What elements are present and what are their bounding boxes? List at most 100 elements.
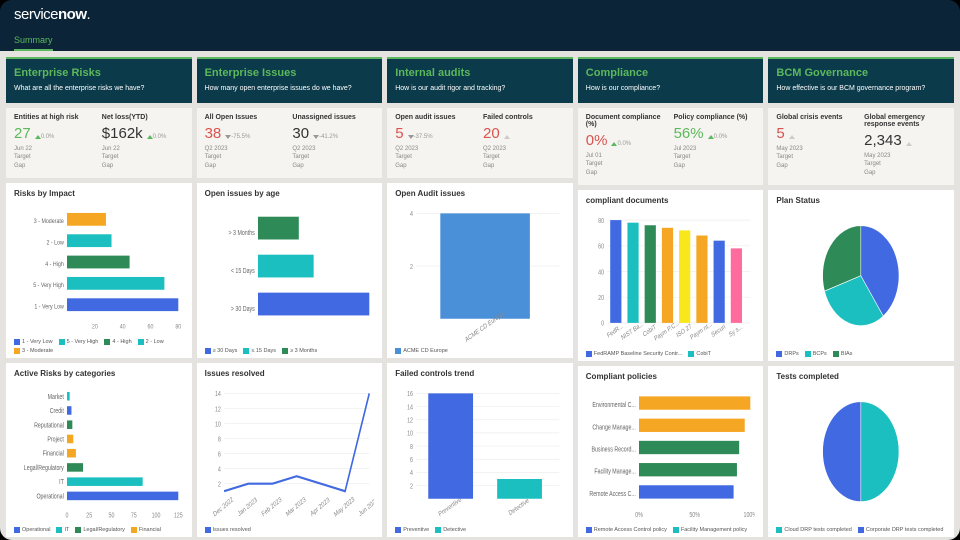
svg-text:75: 75 (131, 511, 137, 519)
metric[interactable]: Unassigned issues 30 -41.2% Q2 2023Targe… (292, 114, 374, 170)
svg-text:0: 0 (601, 320, 604, 328)
legend-swatch (833, 351, 839, 357)
legend-item[interactable]: CobiT (688, 351, 711, 357)
chart-area[interactable]: 24ACME CD Europe (395, 202, 565, 344)
legend-item[interactable]: BIAs (833, 351, 853, 357)
metric[interactable]: Open audit issues 5 -37.5% Q2 2023Target… (395, 114, 477, 170)
svg-text:0%: 0% (635, 511, 643, 519)
svg-text:Legal/Regulatory: Legal/Regulatory (24, 464, 65, 472)
chart-card: Compliant policiesEnvironmental C...Chan… (578, 366, 764, 537)
legend-item[interactable]: Detective (435, 527, 466, 533)
legend-swatch (395, 527, 401, 533)
legend-label: 3 - Moderate (22, 348, 53, 354)
metric[interactable]: Global emergency response events 2,343 M… (864, 114, 946, 177)
metric-meta: May 2023TargetGap (776, 145, 858, 170)
chart-area[interactable]: 2468101214Dec 2022Jan 2023Feb 2023Mar 20… (205, 382, 375, 524)
legend-item[interactable]: Preventive (395, 527, 429, 533)
chart-card: Risks by Impact3 - Moderate2 - Low4 - Hi… (6, 183, 192, 357)
legend-item[interactable]: IT (56, 527, 69, 533)
metric-meta: Q2 2023TargetGap (292, 145, 374, 170)
metric-value: $162k (102, 125, 143, 142)
metric-delta (789, 134, 795, 140)
chart-area[interactable]: MarketCreditReputationalProjectFinancial… (14, 382, 184, 524)
legend-item[interactable]: Corporate DRP tests completed (858, 527, 944, 533)
legend-label: ACME CD Europe (403, 348, 448, 354)
legend-item[interactable]: Remote Access Control policy (586, 527, 667, 533)
chart-area[interactable] (776, 209, 946, 348)
legend-item[interactable]: Operational (14, 527, 50, 533)
chart-card: Tests completed Cloud DRP tests completed… (768, 366, 954, 537)
panel-column: Internal auditsHow is our audit rigor an… (387, 57, 573, 537)
metric-meta: Jul 2023TargetGap (674, 145, 756, 170)
metric[interactable]: Entities at high risk 27 0.0% Jun 22Targ… (14, 114, 96, 170)
svg-text:Reputational: Reputational (34, 421, 64, 429)
metric[interactable]: Failed controls 20 Q2 2023TargetGap (483, 114, 565, 170)
metric-value: 27 (14, 125, 31, 142)
tab-summary[interactable]: Summary (14, 31, 53, 51)
svg-text:8: 8 (218, 435, 221, 443)
trend-icon (313, 135, 319, 139)
metric[interactable]: Document compliance (%) 0% 0.0% Jul 01Ta… (586, 114, 668, 177)
legend-label: DRPs (784, 351, 798, 357)
legend-item[interactable]: ACME CD Europe (395, 348, 448, 354)
legend-item[interactable]: Facility Management policy (673, 527, 747, 533)
svg-text:Jan 2023: Jan 2023 (236, 495, 258, 518)
metric-label: All Open Issues (205, 114, 287, 121)
legend-item[interactable]: Financial (131, 527, 161, 533)
svg-text:2 - Low: 2 - Low (46, 240, 64, 247)
metric-meta: Jul 01TargetGap (586, 152, 668, 177)
legend-item[interactable]: BCPs (805, 351, 827, 357)
svg-text:Mar 2023: Mar 2023 (285, 495, 307, 518)
metric-label: Entities at high risk (14, 114, 96, 121)
svg-text:5 - Very High: 5 - Very High (33, 283, 64, 290)
metric-value: 5 (395, 125, 403, 142)
svg-text:IT: IT (59, 478, 64, 486)
legend-swatch (282, 348, 288, 354)
chart-area[interactable]: > 3 Months< 15 Days> 30 Days (205, 202, 375, 344)
tab-bar: Summary (0, 30, 960, 51)
metrics-row: Document compliance (%) 0% 0.0% Jul 01Ta… (578, 108, 764, 185)
panel-subtitle: How effective is our BCM governance prog… (776, 84, 946, 93)
legend-item[interactable]: Legal/Regulatory (75, 527, 125, 533)
legend-label: Cloud DRP tests completed (784, 527, 851, 533)
svg-text:NIST Ba...: NIST Ba... (620, 320, 644, 342)
panel-header: Enterprise IssuesHow many open enterpris… (197, 57, 383, 103)
svg-text:100%: 100% (743, 511, 755, 519)
legend-item[interactable]: FedRAMP Baseline Security Contr... (586, 351, 683, 357)
trend-icon (708, 135, 714, 139)
legend-item[interactable]: DRPs (776, 351, 798, 357)
chart-title: Tests completed (776, 372, 946, 381)
chart-area[interactable]: 020406080FedR...NIST Ba...CobiTPaym P.C.… (586, 209, 756, 348)
metric[interactable]: All Open Issues 38 -75.5% Q2 2023TargetG… (205, 114, 287, 170)
chart-area[interactable] (776, 385, 946, 524)
chart-area[interactable]: 246810121416PreventiveDetective (395, 382, 565, 524)
chart-area[interactable]: 3 - Moderate2 - Low4 - High5 - Very High… (14, 202, 184, 335)
metric[interactable]: Global crisis events 5 May 2023TargetGap (776, 114, 858, 177)
chart-area[interactable]: Environmental C...Change Manage...Busine… (586, 385, 756, 524)
legend-item[interactable]: 3 - Moderate (14, 348, 53, 354)
panel-column: Enterprise RisksWhat are all the enterpr… (6, 57, 192, 537)
app-frame: servicenow. Summary Enterprise RisksWhat… (0, 0, 960, 540)
legend-item[interactable]: ≥ 3 Months (282, 348, 317, 354)
legend-item[interactable]: ≥ 30 Days (205, 348, 238, 354)
trend-icon (147, 135, 153, 139)
legend-item[interactable]: 1 - Very Low (14, 339, 53, 345)
legend-item[interactable]: 5 - Very High (59, 339, 99, 345)
svg-text:Detective: Detective (508, 496, 531, 517)
svg-text:Credit: Credit (50, 407, 64, 415)
svg-text:> 3 Months: > 3 Months (228, 230, 254, 238)
metric[interactable]: Net loss(YTD) $162k 0.0% Jun 22TargetGap (102, 114, 184, 170)
metric-delta: -75.5% (225, 134, 250, 140)
svg-text:4: 4 (410, 469, 413, 477)
legend-item[interactable]: 2 - Low (138, 339, 164, 345)
trend-icon (504, 135, 510, 139)
legend-label: 2 - Low (146, 339, 164, 345)
legend-item[interactable]: Issues resolved (205, 527, 251, 533)
legend-label: ≥ 30 Days (213, 348, 238, 354)
legend-item[interactable]: Cloud DRP tests completed (776, 527, 851, 533)
legend-item[interactable]: 4 - High (104, 339, 131, 345)
chart-title: Plan Status (776, 196, 946, 205)
metric-value: 30 (292, 125, 309, 142)
metric[interactable]: Policy compliance (%) 56% 0.0% Jul 2023T… (674, 114, 756, 177)
legend-item[interactable]: ≤ 15 Days (243, 348, 276, 354)
